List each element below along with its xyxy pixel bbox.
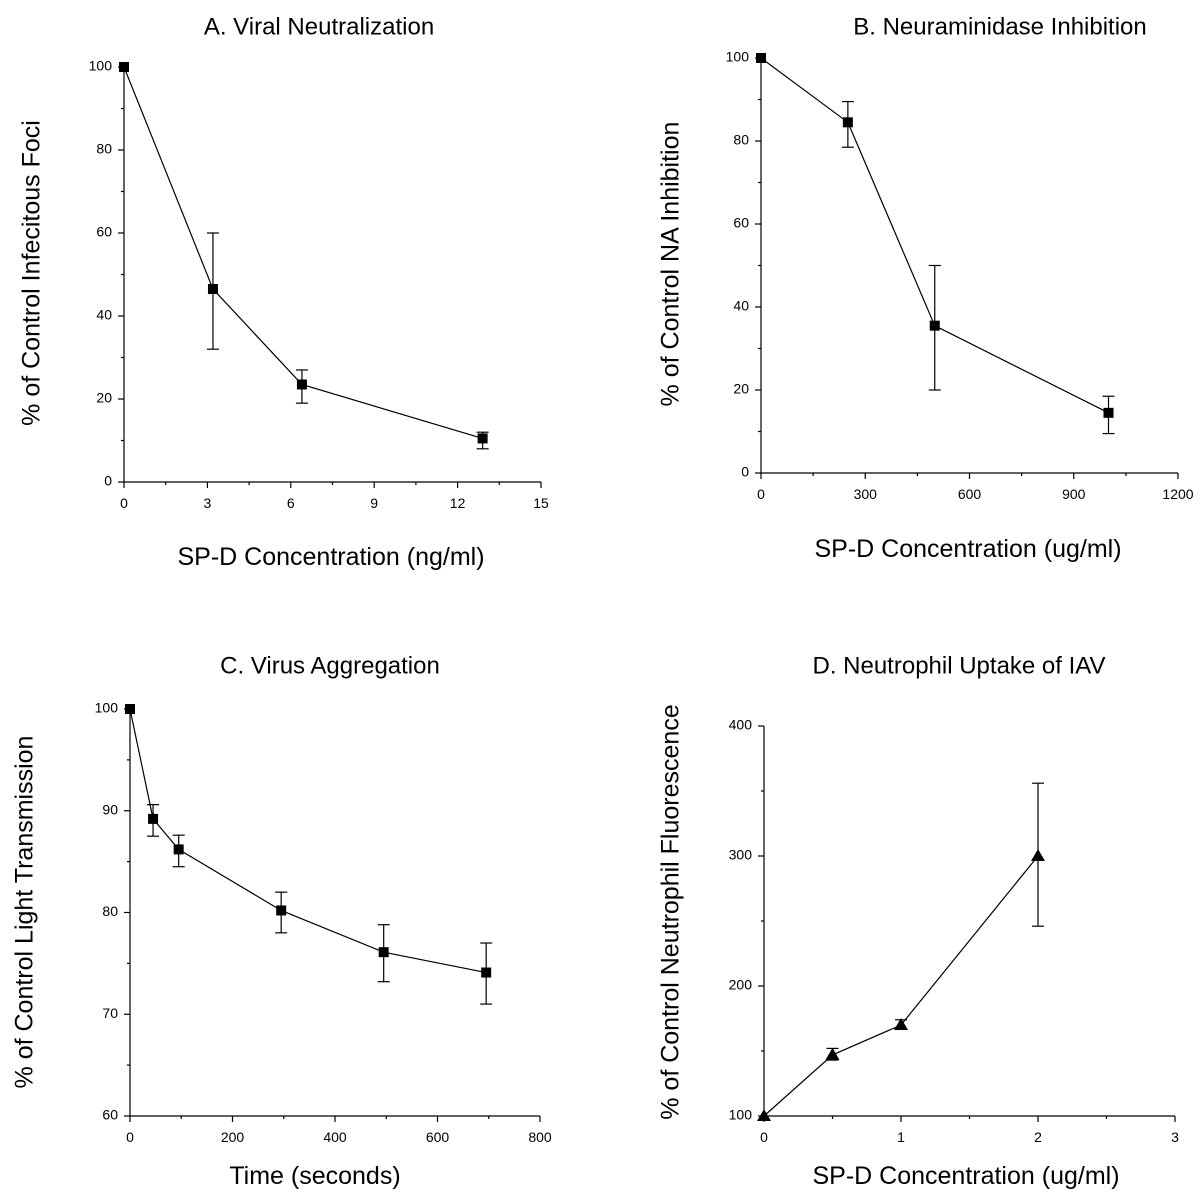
y-tick-label: 80 — [96, 141, 112, 157]
y-tick-label: 100 — [729, 1107, 753, 1123]
y-tick-label: 100 — [89, 58, 113, 74]
y-tick-label: 0 — [104, 473, 112, 489]
x-tick-label: 1 — [897, 1129, 905, 1145]
y-tick-label: 60 — [96, 224, 112, 240]
chart-title: B. Neuraminidase Inhibition — [853, 13, 1147, 40]
data-point — [842, 117, 853, 128]
data-point — [296, 379, 307, 390]
x-axis-label: SP-D Concentration (ug/ml) — [814, 535, 1121, 563]
x-tick-label: 600 — [958, 486, 982, 502]
series-line — [760, 57, 1109, 414]
y-tick-label: 20 — [733, 381, 749, 397]
data-point — [173, 844, 184, 855]
x-tick-label: 3 — [1171, 1129, 1179, 1145]
y-axis-label: % of Control NA Inhibition — [657, 122, 685, 407]
x-tick-label: 1200 — [1162, 486, 1193, 502]
x-tick-label: 200 — [221, 1129, 245, 1145]
y-tick-label: 200 — [729, 977, 753, 993]
x-tick-label: 12 — [450, 495, 466, 511]
data-point — [825, 1047, 840, 1060]
x-tick-label: 2 — [1034, 1129, 1042, 1145]
data-point — [276, 905, 287, 916]
data-point — [481, 967, 492, 978]
data-point — [756, 53, 766, 63]
y-axis-label: % of Control Infecitous Foci — [18, 120, 46, 426]
y-tick-label: 40 — [733, 298, 749, 314]
y-tick-label: 100 — [95, 700, 119, 716]
x-tick-label: 800 — [528, 1129, 552, 1145]
y-tick-label: 400 — [729, 717, 753, 733]
y-tick-label: 60 — [733, 215, 749, 231]
x-tick-label: 6 — [287, 495, 295, 511]
series-line — [129, 708, 487, 974]
x-axis-label: Time (seconds) — [229, 1162, 400, 1190]
y-axis-label: % of Control Neutrophil Fluorescence — [657, 704, 685, 1119]
y-tick-label: 300 — [729, 847, 753, 863]
y-tick-label: 0 — [741, 464, 749, 480]
series-line — [123, 66, 483, 439]
x-axis-label: SP-D Concentration (ug/ml) — [812, 1162, 1119, 1190]
data-point — [1031, 849, 1045, 861]
data-point — [378, 947, 389, 958]
x-tick-label: 0 — [120, 495, 128, 511]
series-line — [763, 855, 1039, 1117]
data-point — [207, 284, 218, 295]
data-point — [757, 1109, 771, 1121]
y-tick-label: 90 — [102, 801, 118, 817]
data-point — [894, 1018, 908, 1030]
chart-panel-4: D. Neutrophil Uptake of IAV SP-D Concentr… — [657, 652, 1179, 1190]
y-tick-label: 80 — [102, 903, 118, 919]
x-tick-label: 9 — [370, 495, 378, 511]
data-point — [119, 62, 129, 72]
data-point — [929, 320, 940, 331]
y-tick-label: 80 — [733, 132, 749, 148]
chart-panel-2: B. Neuraminidase Inhibition SP-D Concentr… — [657, 13, 1194, 563]
y-axis-label: % of Control Light Transmission — [11, 736, 39, 1089]
y-tick-label: 60 — [102, 1107, 118, 1123]
chart-title: D. Neutrophil Uptake of IAV — [812, 652, 1105, 679]
data-point — [1103, 407, 1114, 418]
chart-title: A. Viral Neutralization — [204, 13, 434, 40]
y-tick-label: 100 — [726, 49, 750, 65]
x-tick-label: 0 — [126, 1129, 134, 1145]
data-point — [148, 813, 159, 824]
x-tick-label: 600 — [426, 1129, 450, 1145]
x-tick-label: 0 — [757, 486, 765, 502]
y-tick-label: 20 — [96, 390, 112, 406]
chart-title: C. Virus Aggregation — [220, 652, 440, 679]
chart-panel-3: C. Virus Aggregation Time (seconds) % of C… — [11, 652, 552, 1190]
x-axis-label: SP-D Concentration (ng/ml) — [177, 543, 484, 571]
x-tick-label: 15 — [533, 495, 549, 511]
chart-panel-1: A. Viral Neutralization SP-D Concentratio… — [18, 13, 549, 571]
data-point — [477, 433, 488, 444]
y-tick-label: 70 — [102, 1005, 118, 1021]
data-point — [125, 704, 135, 714]
x-tick-label: 300 — [854, 486, 878, 502]
y-tick-label: 40 — [96, 307, 112, 323]
x-tick-label: 3 — [204, 495, 212, 511]
x-tick-label: 0 — [760, 1129, 768, 1145]
x-tick-label: 900 — [1062, 486, 1086, 502]
x-tick-label: 400 — [323, 1129, 347, 1145]
